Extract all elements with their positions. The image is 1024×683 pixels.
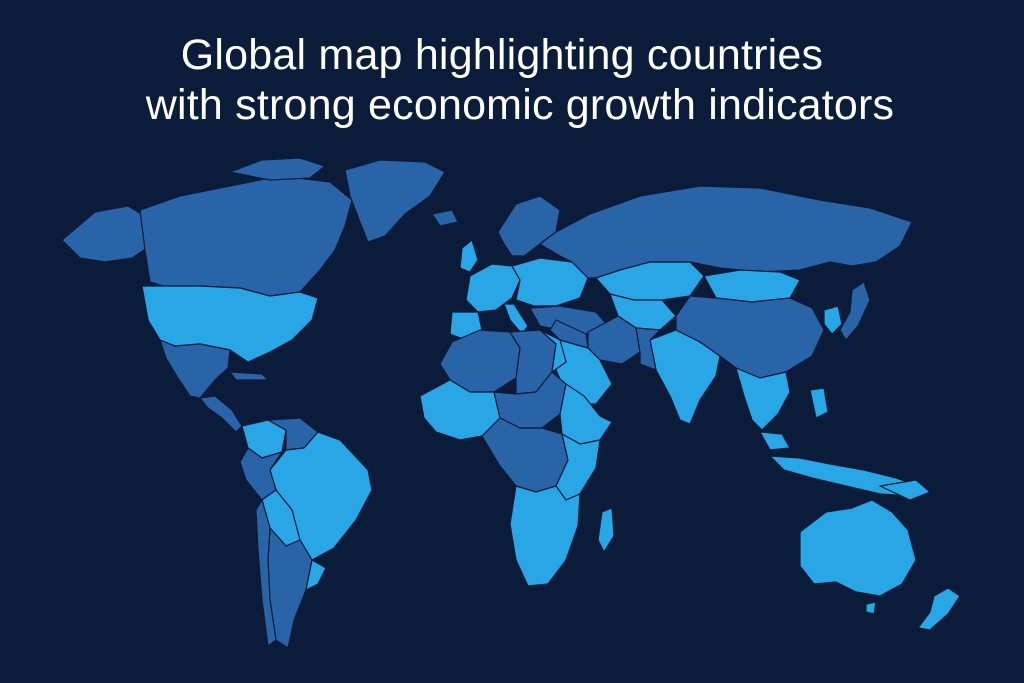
region-philippines: [809, 387, 829, 419]
region-egypt: [539, 329, 567, 373]
region-italy: [503, 303, 529, 335]
region-cuba: [229, 371, 269, 381]
region-tasmania: [865, 601, 877, 615]
region-papua: [879, 479, 931, 501]
region-pakistan: [635, 327, 661, 371]
region-central-africa: [481, 417, 569, 493]
region-madagascar: [597, 507, 615, 553]
region-iceland: [431, 209, 459, 227]
region-new-zealand: [917, 587, 961, 631]
region-mexico: [159, 339, 231, 399]
region-alaska: [61, 205, 151, 263]
region-japan: [839, 281, 871, 341]
region-malaysia: [759, 431, 791, 451]
region-southeast-asia: [735, 367, 791, 431]
region-russia: [539, 185, 913, 279]
title-line-1: Global map highlighting countries: [180, 31, 824, 79]
region-uk: [459, 239, 479, 273]
region-greenland: [344, 159, 446, 243]
region-iraq-syria: [549, 319, 589, 349]
region-southern-africa: [509, 485, 581, 587]
region-north-africa-west: [439, 329, 521, 393]
region-mongolia: [703, 269, 801, 303]
region-central-america: [199, 395, 243, 433]
region-uruguay: [305, 559, 327, 591]
region-australia: [799, 499, 917, 597]
world-map: [61, 157, 961, 649]
region-chile: [255, 499, 277, 647]
title-line-2: with strong economic growth indicators: [145, 81, 895, 129]
region-canada-arctic: [229, 157, 326, 181]
region-canada: [139, 175, 353, 297]
region-korea: [823, 305, 843, 335]
region-western-europe: [465, 263, 521, 313]
page-title: Global map highlighting countries with s…: [0, 30, 1024, 130]
region-eastern-europe: [511, 257, 589, 307]
